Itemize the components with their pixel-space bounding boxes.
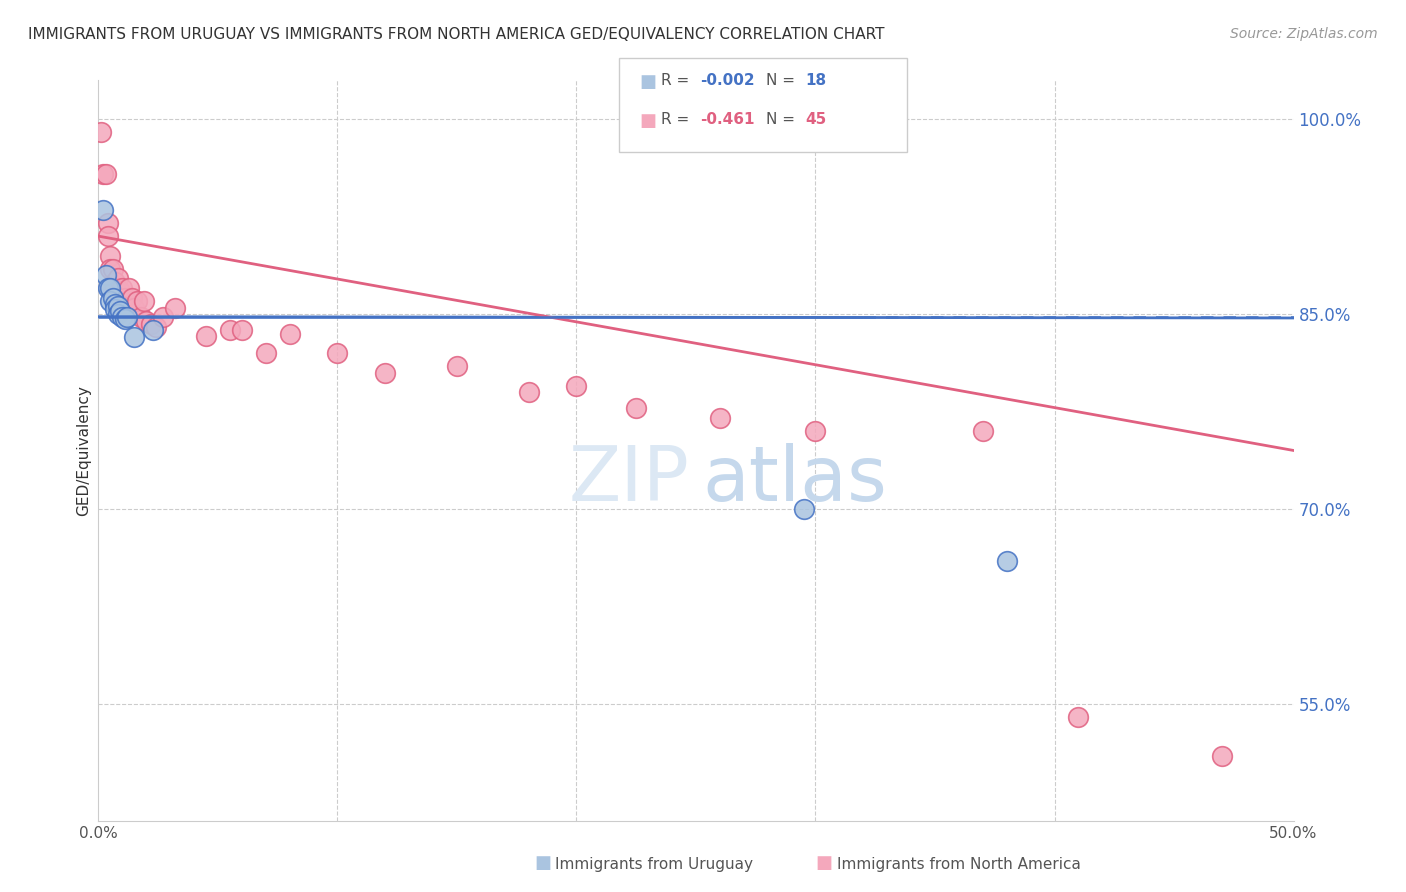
Point [124,301,146,315]
Point [254,346,277,360]
Text: ■: ■ [815,855,832,872]
Point [121,292,143,306]
Point [135,313,157,327]
Point [118,281,141,295]
Text: atlas: atlas [702,443,887,517]
Point [107,270,129,285]
Point [108,284,131,298]
Point [91,167,114,181]
Point [124,330,146,344]
Point [104,275,127,289]
Point [97,281,120,295]
Point [446,359,468,373]
Text: R =: R = [661,73,695,88]
Point [94,268,117,282]
Text: 45: 45 [806,112,827,127]
Point [101,261,124,276]
Point [1211,748,1233,763]
Point [195,329,218,343]
Text: ■: ■ [534,855,551,872]
Point [995,554,1018,568]
Point [793,502,815,516]
Point [565,378,588,392]
Point [231,323,253,337]
Point [278,326,301,341]
Text: -0.002: -0.002 [700,73,755,88]
Text: N =: N = [766,112,800,127]
Text: R =: R = [661,112,695,127]
Point [111,310,134,324]
Point [98,281,122,295]
Point [97,216,120,230]
Point [152,310,174,324]
Text: ■: ■ [640,112,657,129]
Text: Immigrants from North America: Immigrants from North America [837,857,1080,872]
Point [98,261,122,276]
Point [104,281,127,295]
Point [97,229,120,244]
Point [111,281,134,295]
Point [132,294,155,309]
Point [626,401,648,415]
Point [108,304,131,318]
Point [101,281,124,295]
Point [804,424,827,438]
Text: ZIP: ZIP [569,443,690,517]
Text: -0.461: -0.461 [700,112,755,127]
Point [107,299,129,313]
Point [107,307,129,321]
Point [145,320,167,334]
Text: IMMIGRANTS FROM URUGUAY VS IMMIGRANTS FROM NORTH AMERICA GED/EQUIVALENCY CORRELA: IMMIGRANTS FROM URUGUAY VS IMMIGRANTS FR… [28,27,884,42]
Point [98,249,122,263]
Point [709,411,731,425]
Point [219,323,242,337]
Point [114,312,136,326]
Point [114,292,136,306]
Point [125,294,148,309]
Text: N =: N = [766,73,800,88]
Text: 18: 18 [806,73,827,88]
Point [374,366,396,380]
Point [1067,710,1090,724]
Point [107,287,129,301]
Point [101,292,124,306]
Point [326,346,349,360]
Point [139,318,162,332]
Point [163,301,186,315]
Point [142,323,165,337]
Point [111,294,134,309]
Point [972,424,994,438]
Point [94,167,117,181]
Point [517,384,540,399]
Point [90,125,112,139]
Text: Source: ZipAtlas.com: Source: ZipAtlas.com [1230,27,1378,41]
Point [104,301,127,316]
Y-axis label: GED/Equivalency: GED/Equivalency [76,385,91,516]
Text: Immigrants from Uruguay: Immigrants from Uruguay [555,857,754,872]
Text: ■: ■ [640,73,657,91]
Point [115,301,138,315]
Point [91,203,114,218]
Point [131,310,153,324]
Point [104,296,127,310]
Point [98,294,122,309]
Point [115,310,138,324]
